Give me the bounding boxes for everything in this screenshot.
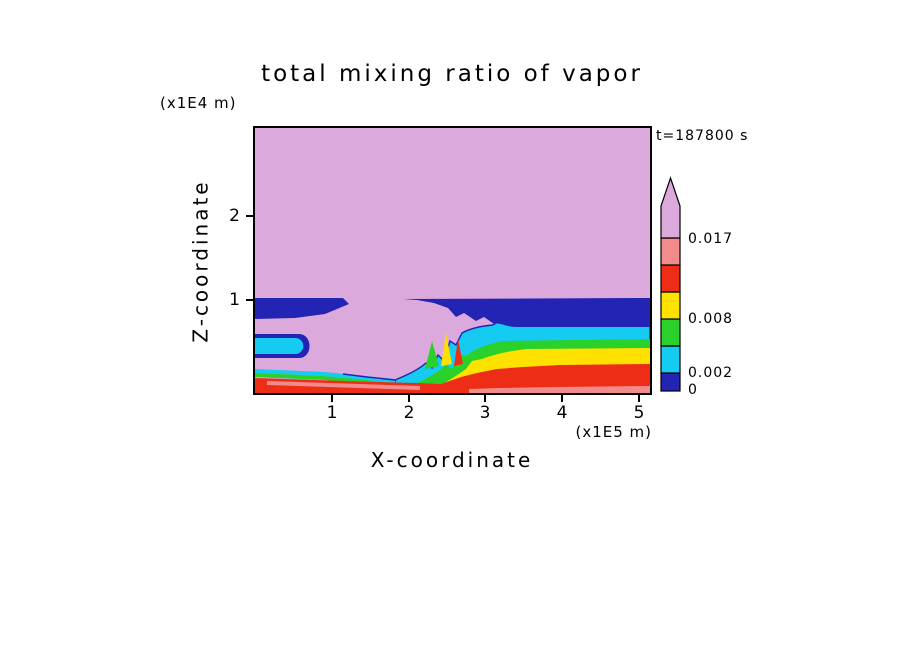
region-blue-band-right: [403, 298, 650, 327]
x-tick-label-3: 3: [479, 403, 491, 423]
colorbar-segment-salmon: [660, 237, 681, 266]
chart-title: total mixing ratio of vapor: [261, 61, 643, 87]
colorbar-arrow: [660, 176, 681, 239]
z-tickmark-2: [246, 215, 253, 217]
region-salmon-bottom-right: [469, 386, 650, 393]
x-tickmark-4: [561, 395, 563, 402]
colorbar-tick-label-0.002: 0.002: [688, 365, 734, 381]
z-axis-title: Z-coordinate: [186, 126, 216, 395]
region-salmon-left-streak: [267, 381, 420, 390]
x-tickmark-1: [331, 395, 333, 402]
time-label: t=187800 s: [656, 128, 749, 144]
colorbar-tick-label-0: 0: [688, 382, 698, 398]
x-tickmark-5: [638, 395, 640, 402]
plot-area: [253, 126, 652, 395]
colorbar-segment-red: [660, 264, 681, 293]
z-axis-title-text: Z-coordinate: [189, 178, 213, 343]
x-axis-title: X-coordinate: [370, 448, 534, 472]
x-tickmark-3: [484, 395, 486, 402]
z-tick-label-1: 1: [229, 290, 240, 310]
colorbar-segment-yellow: [660, 291, 681, 320]
x-tick-label-1: 1: [326, 403, 338, 423]
z-tickmark-1: [246, 299, 253, 301]
x-tick-label-2: 2: [403, 403, 415, 423]
x-tick-label-5: 5: [633, 403, 645, 423]
region-left-tongue-core: [255, 338, 304, 354]
x-tick-label-4: 4: [556, 403, 568, 423]
x-axis-unit-label: (x1E5 m): [575, 423, 652, 441]
z-tick-label-2: 2: [229, 206, 240, 226]
region-plume-spike-green: [425, 341, 439, 369]
colorbar-segment-blue: [660, 372, 681, 392]
region-plume-spike-red: [454, 339, 463, 366]
x-tickmark-2: [408, 395, 410, 402]
region-gap-contour-line: [342, 373, 396, 381]
contour-svg: [255, 128, 650, 393]
region-plume-spike-yellow: [441, 333, 452, 366]
colorbar-segment-green: [660, 318, 681, 347]
colorbar: [660, 176, 681, 392]
colorbar-tick-label-0.017: 0.017: [688, 231, 734, 247]
z-axis-unit-label: (x1E4 m): [160, 94, 237, 112]
colorbar-segment-cyan: [660, 345, 681, 374]
region-cyan-left-strip: [255, 369, 395, 384]
region-blue-band-left: [255, 298, 349, 319]
colorbar-tick-label-0.008: 0.008: [688, 311, 734, 327]
